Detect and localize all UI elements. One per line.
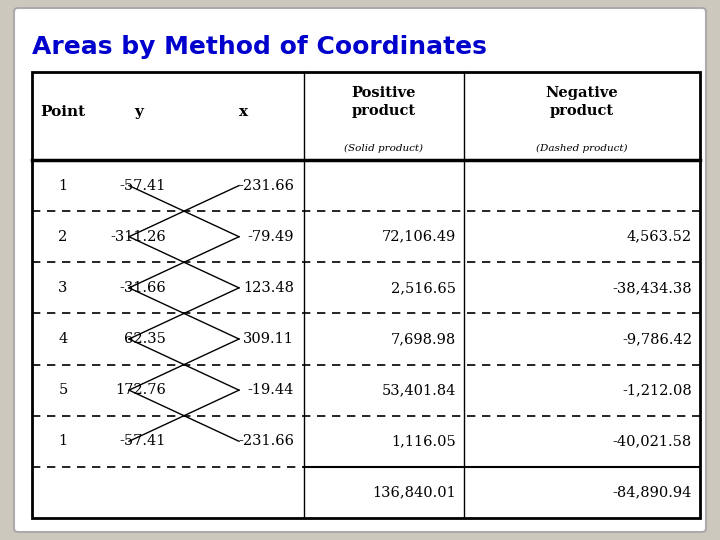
Text: -231.66: -231.66 xyxy=(238,179,294,193)
Text: 309.11: 309.11 xyxy=(243,332,294,346)
Text: -9,786.42: -9,786.42 xyxy=(622,332,692,346)
Text: 1,116.05: 1,116.05 xyxy=(391,434,456,448)
Text: Areas by Method of Coordinates: Areas by Method of Coordinates xyxy=(32,35,487,59)
Text: 136,840.01: 136,840.01 xyxy=(372,485,456,500)
Text: -38,434.38: -38,434.38 xyxy=(613,281,692,295)
Text: x: x xyxy=(240,105,248,119)
Text: 7,698.98: 7,698.98 xyxy=(391,332,456,346)
Text: Negative
product: Negative product xyxy=(546,86,618,118)
Text: -57.41: -57.41 xyxy=(120,179,166,193)
Text: -31.66: -31.66 xyxy=(120,281,166,295)
Text: -311.26: -311.26 xyxy=(110,230,166,244)
Text: -57.41: -57.41 xyxy=(120,434,166,448)
Text: 72,106.49: 72,106.49 xyxy=(382,230,456,244)
Text: 53,401.84: 53,401.84 xyxy=(382,383,456,397)
Text: -231.66: -231.66 xyxy=(238,434,294,448)
Text: 2,516.65: 2,516.65 xyxy=(391,281,456,295)
Text: 123.48: 123.48 xyxy=(243,281,294,295)
Text: 3: 3 xyxy=(58,281,68,295)
Text: 2: 2 xyxy=(58,230,68,244)
Text: y: y xyxy=(135,105,143,119)
Text: 1: 1 xyxy=(58,179,68,193)
Text: 4: 4 xyxy=(58,332,68,346)
Text: 1: 1 xyxy=(58,434,68,448)
Text: Point: Point xyxy=(40,105,86,119)
Text: -84,890.94: -84,890.94 xyxy=(613,485,692,500)
Text: 4,563.52: 4,563.52 xyxy=(627,230,692,244)
Text: 5: 5 xyxy=(58,383,68,397)
Text: (Dashed product): (Dashed product) xyxy=(536,144,628,153)
FancyBboxPatch shape xyxy=(14,8,706,532)
Text: 62.35: 62.35 xyxy=(124,332,166,346)
Text: -79.49: -79.49 xyxy=(248,230,294,244)
Text: (Solid product): (Solid product) xyxy=(344,144,423,153)
Text: 172.76: 172.76 xyxy=(115,383,166,397)
Bar xyxy=(32,72,700,518)
Text: -19.44: -19.44 xyxy=(248,383,294,397)
Text: -1,212.08: -1,212.08 xyxy=(622,383,692,397)
Text: -40,021.58: -40,021.58 xyxy=(613,434,692,448)
Text: Positive
product: Positive product xyxy=(352,86,416,118)
